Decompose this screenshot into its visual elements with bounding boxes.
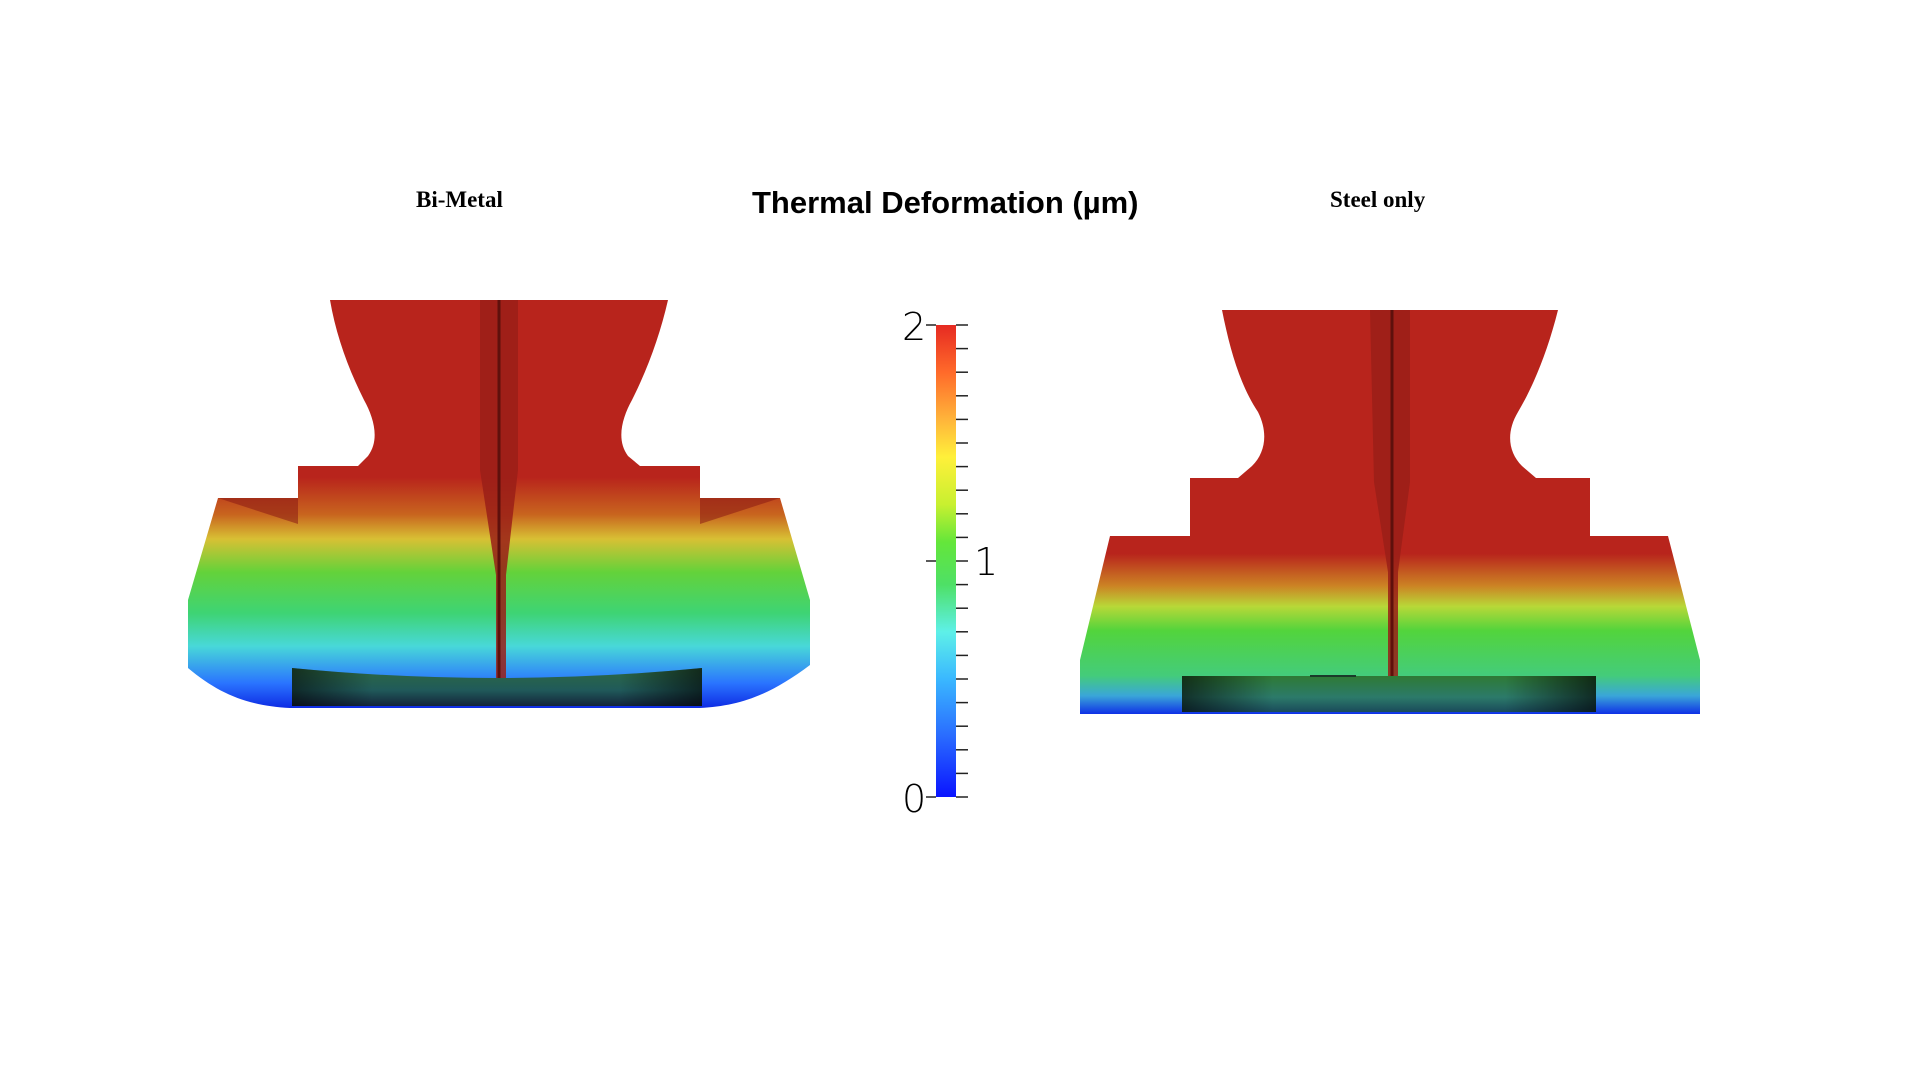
steel-seat-shade bbox=[1182, 676, 1596, 712]
figure-title: Thermal Deformation (µm) bbox=[752, 185, 1139, 220]
colorbar-label-min: 0 bbox=[902, 777, 926, 821]
bimetal-step-shadow-left bbox=[218, 498, 298, 524]
bimetal-step-shadow-right bbox=[700, 498, 780, 524]
steel-only-model bbox=[1080, 310, 1700, 714]
colorbar: 2 1 0 bbox=[902, 305, 998, 821]
bimetal-label: Bi-Metal bbox=[416, 187, 503, 212]
colorbar-ticks bbox=[926, 324, 968, 798]
colorbar-fill bbox=[936, 325, 956, 797]
bimetal-seat-shade bbox=[292, 668, 702, 706]
colorbar-label-max: 2 bbox=[902, 305, 926, 349]
steel-center-channel bbox=[1370, 310, 1410, 676]
colorbar-label-mid: 1 bbox=[974, 540, 998, 584]
bimetal-model bbox=[188, 300, 810, 708]
steel-only-label: Steel only bbox=[1330, 187, 1426, 212]
